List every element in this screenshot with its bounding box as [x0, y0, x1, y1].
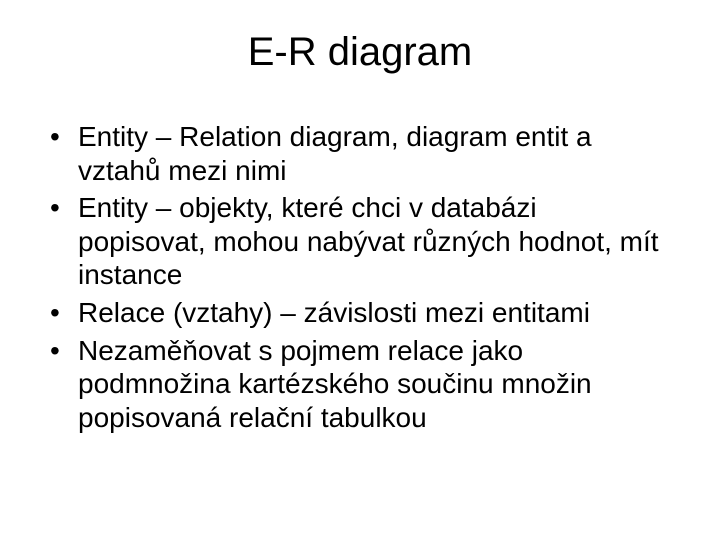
slide-title: E-R diagram	[40, 30, 680, 75]
slide: E-R diagram Entity – Relation diagram, d…	[0, 0, 720, 540]
bullet-list: Entity – Relation diagram, diagram entit…	[40, 120, 680, 434]
bullet-item: Entity – Relation diagram, diagram entit…	[50, 120, 670, 187]
bullet-item: Entity – objekty, které chci v databázi …	[50, 191, 670, 292]
bullet-item: Relace (vztahy) – závislosti mezi entita…	[50, 296, 670, 330]
bullet-item: Nezaměňovat s pojmem relace jako podmnož…	[50, 334, 670, 435]
